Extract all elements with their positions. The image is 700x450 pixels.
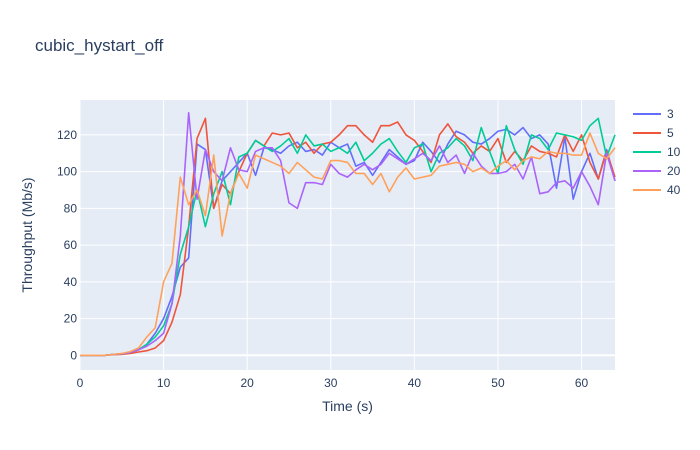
x-tick-label: 0 [77,376,84,390]
x-tick-label: 60 [575,376,589,390]
y-tick-labels: 0 20 40 60 80 100 120 [57,128,77,362]
x-tick-labels: 0 10 20 30 40 50 60 [77,376,589,390]
series-line-40 [80,132,616,357]
y-tick-label: 100 [57,165,77,179]
y-tick-label: 0 [70,348,77,362]
legend-item-40[interactable]: 40 [633,183,681,197]
x-tick-label: 10 [157,376,171,390]
legend-label: 40 [667,183,681,197]
x-tick-label: 20 [241,376,255,390]
legend-label: 3 [667,107,674,121]
y-tick-label: 120 [57,128,77,142]
legend-label: 10 [667,145,681,159]
legend-item-10[interactable]: 10 [633,145,681,159]
legend-item-3[interactable]: 3 [633,107,674,121]
y-axis-title: Throughput (Mb/s) [19,177,35,292]
y-gridlines [80,134,615,357]
chart-title: cubic_hystart_off [35,36,163,55]
x-tick-label: 30 [324,376,338,390]
y-tick-label: 20 [64,312,78,326]
legend-item-5[interactable]: 5 [633,126,674,140]
x-tick-label: 40 [408,376,422,390]
series-line-3 [80,126,616,357]
y-tick-label: 60 [64,238,78,252]
legend-item-20[interactable]: 20 [633,164,681,178]
legend[interactable]: 3 5 10 20 40 [633,107,681,197]
legend-label: 20 [667,164,681,178]
x-tick-label: 50 [491,376,505,390]
x-axis-title: Time (s) [322,398,373,414]
y-tick-label: 40 [64,275,78,289]
series-line-20 [80,112,616,357]
series-lines [80,112,616,357]
legend-label: 5 [667,126,674,140]
y-tick-label: 80 [64,201,78,215]
